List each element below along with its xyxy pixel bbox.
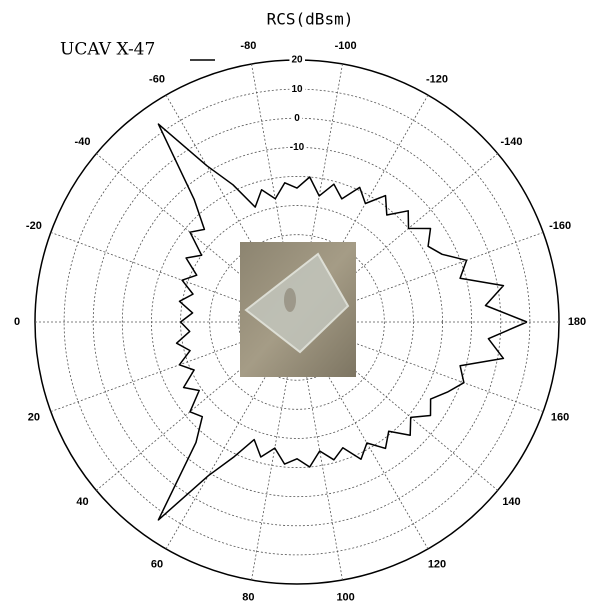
theta-tick-label: 140	[502, 496, 520, 508]
theta-tick-label: -80	[240, 40, 256, 52]
theta-tick-label: -60	[149, 73, 165, 85]
theta-tick-label: 40	[76, 496, 88, 508]
theta-tick-label: 0	[14, 316, 20, 328]
theta-tick-label: 60	[151, 558, 163, 570]
r-tick-bg	[289, 54, 305, 66]
theta-tick-label: -40	[75, 136, 91, 148]
grid-ring	[92, 117, 502, 527]
theta-tick-label: 120	[428, 558, 446, 570]
r-tick-label: -10	[290, 142, 305, 153]
r-tick-bg	[289, 83, 305, 95]
grid: 20100-10-160-140-120-100-80-60-40-200204…	[14, 40, 586, 603]
r-tick-label: 10	[291, 84, 303, 95]
theta-tick-label: 160	[551, 412, 569, 424]
legend-label: UCAV X-47	[60, 40, 155, 60]
r-tick-bg	[292, 112, 303, 124]
r-tick-label: 20	[291, 55, 303, 66]
theta-tick-label: 100	[336, 592, 354, 604]
theta-tick-label: -160	[549, 220, 571, 232]
theta-tick-label: -140	[500, 136, 522, 148]
theta-tick-label: -20	[26, 220, 42, 232]
marks	[157, 123, 528, 521]
inset-photo	[240, 242, 356, 377]
r-tick-bg	[287, 141, 307, 153]
theta-tick-label: 80	[242, 592, 254, 604]
theta-tick-label: -120	[426, 73, 448, 85]
rcs-line	[157, 123, 528, 521]
grid-ring	[121, 146, 473, 498]
r-tick-label: 0	[294, 113, 300, 124]
theta-tick-label: -100	[335, 40, 357, 52]
theta-tick-label: 180	[568, 316, 586, 328]
grid-ring	[209, 234, 385, 410]
theta-tick-label: 20	[28, 412, 40, 424]
chart-title: RCS(dBsm)	[267, 10, 354, 29]
